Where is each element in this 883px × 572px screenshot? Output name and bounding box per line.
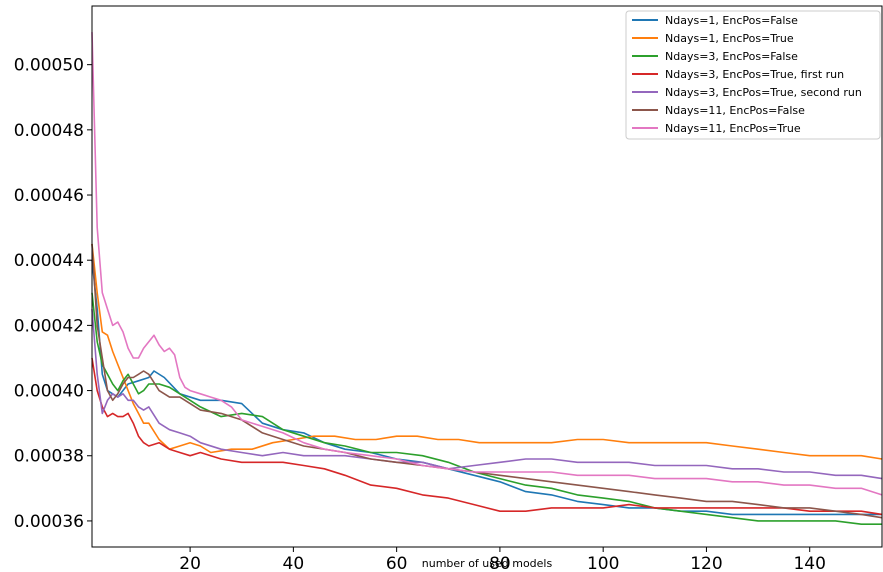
legend-entry: Ndays=3, EncPos=True, second run	[665, 86, 862, 99]
y-tick-label: 0.00042	[14, 316, 84, 336]
x-axis: 20 40 60 80 100 120 140	[179, 547, 826, 572]
series-line-4	[91, 357, 883, 516]
series-line-7	[91, 32, 883, 496]
legend-box	[625, 10, 881, 140]
y-tick-label: 0.00040	[14, 382, 84, 402]
x-tick-label: 60	[386, 554, 408, 572]
y-axis: 0.00036 0.00038 0.00040 0.00042 0.00044 0.000…	[14, 56, 92, 532]
plot-frame	[91, 5, 883, 548]
x-tick-label: 40	[283, 554, 305, 572]
legend: Ndays=1, EncPos=False Ndays=1, EncPos=Tru…	[625, 10, 881, 140]
legend-entry: Ndays=11, EncPos=False	[665, 104, 805, 117]
x-tick-label: 80	[489, 554, 511, 572]
x-tick-label: 20	[179, 554, 201, 572]
y-tick-label: 0.00046	[14, 186, 84, 206]
legend-entry: Ndays=11, EncPos=True	[665, 122, 801, 135]
x-tick-label: 100	[587, 554, 619, 572]
y-tick-label: 0.00048	[14, 121, 84, 141]
x-tick-label: 120	[690, 554, 722, 572]
series-line-2	[91, 243, 883, 460]
y-tick-label: 0.00036	[14, 512, 84, 532]
x-axis-label: number of used models	[422, 557, 553, 570]
legend-entry: Ndays=3, EncPos=True, first run	[665, 68, 844, 81]
series-layer	[91, 32, 883, 525]
legend-entry: Ndays=1, EncPos=False	[665, 14, 798, 27]
series-line-5	[91, 309, 883, 480]
y-tick-label: 0.00044	[14, 251, 84, 271]
series-line-1	[91, 260, 882, 516]
y-tick-label: 0.00050	[14, 56, 84, 76]
legend-entry: Ndays=3, EncPos=False	[665, 50, 798, 63]
y-tick-label: 0.00038	[14, 447, 84, 467]
legend-entry: Ndays=1, EncPos=True	[665, 32, 794, 45]
x-tick-label: 140	[793, 554, 825, 572]
